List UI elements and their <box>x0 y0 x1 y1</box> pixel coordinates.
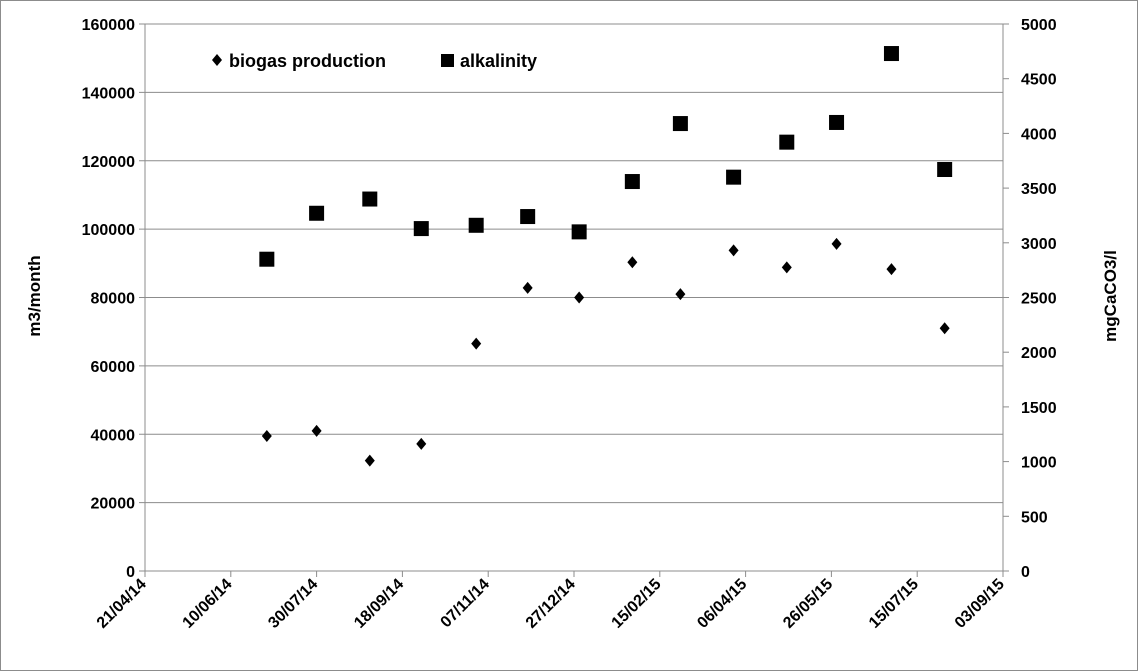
alkalinity-point <box>520 209 536 225</box>
alkalinity-point <box>624 174 640 190</box>
right-tick-label: 0 <box>1021 564 1030 581</box>
left-tick-label: 40000 <box>91 427 136 444</box>
biogas-point <box>574 291 585 304</box>
right-tick-label: 4500 <box>1021 72 1057 89</box>
biogas-point <box>728 244 739 257</box>
alkalinity-point <box>468 217 484 233</box>
left-tick-label: 20000 <box>91 496 136 513</box>
legend-label-biogas: biogas production <box>229 51 386 71</box>
right-tick-label: 2000 <box>1021 345 1057 362</box>
biogas-point <box>416 437 427 450</box>
biogas-point <box>471 337 482 350</box>
left-tick-label: 60000 <box>91 359 136 376</box>
alkalinity-point <box>726 169 742 185</box>
right-tick-label: 5000 <box>1021 17 1057 34</box>
biogas-point <box>939 322 950 335</box>
alkalinity-point <box>571 224 587 240</box>
biogas-point <box>522 281 533 294</box>
biogas-point <box>886 263 897 276</box>
legend-square-icon <box>441 54 454 67</box>
alkalinity-point <box>413 221 429 237</box>
alkalinity-point <box>259 251 275 267</box>
right-tick-label: 500 <box>1021 509 1048 526</box>
left-tick-label: 80000 <box>91 291 136 308</box>
legend-label-alkalinity: alkalinity <box>460 51 537 71</box>
left-tick-label: 0 <box>126 564 135 581</box>
left-axis-tick-labels: 0 20000 40000 60000 80000 100000 120000 140000 1… <box>82 17 135 581</box>
biogas-point <box>364 454 375 467</box>
alkalinity-point <box>362 191 378 207</box>
left-axis-title: m3/month <box>25 255 44 336</box>
alkalinity-point <box>672 116 688 132</box>
legend-diamond-icon <box>212 54 222 66</box>
alkalinity-point <box>779 134 795 150</box>
right-tick-label: 1500 <box>1021 400 1057 417</box>
left-tick-label: 100000 <box>82 222 135 239</box>
biogas-point <box>261 429 272 442</box>
alkalinity-point <box>883 46 899 62</box>
right-tick-label: 2500 <box>1021 291 1057 308</box>
biogas-point <box>627 256 638 269</box>
alkalinity-point <box>829 114 845 130</box>
left-tick-label: 120000 <box>82 154 135 171</box>
data-markers <box>259 46 953 467</box>
axes <box>139 23 1009 577</box>
right-tick-label: 1000 <box>1021 455 1057 472</box>
left-tick-label: 140000 <box>82 85 135 102</box>
right-tick-label: 4000 <box>1021 126 1057 143</box>
biogas-point <box>311 424 322 437</box>
biogas-point <box>675 288 686 301</box>
alkalinity-point <box>309 205 325 221</box>
biogas-point <box>831 237 842 250</box>
left-tick-label: 160000 <box>82 17 135 34</box>
right-tick-label: 3000 <box>1021 236 1057 253</box>
right-axis-title: mgCaCO3/l <box>1101 250 1120 342</box>
legend: biogas production alkalinity <box>212 51 537 71</box>
alkalinity-point <box>937 162 953 178</box>
right-tick-label: 3500 <box>1021 181 1057 198</box>
right-axis-tick-labels: 0 500 1000 1500 2000 2500 3000 3500 4000 4500 5000 <box>1021 17 1057 581</box>
biogas-point <box>781 261 792 274</box>
